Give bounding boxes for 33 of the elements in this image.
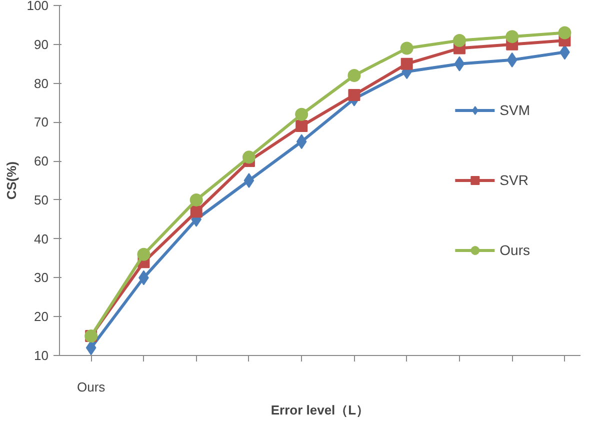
y-axis-title: CS(%)	[4, 161, 19, 200]
point	[295, 108, 308, 121]
point	[296, 120, 308, 132]
y-tick-label: 60	[34, 154, 49, 169]
point	[190, 193, 203, 206]
point	[454, 56, 465, 72]
point	[86, 340, 96, 356]
y-tick-label: 90	[34, 36, 49, 52]
point	[400, 42, 414, 55]
y-tick-label: 50	[34, 192, 49, 208]
point	[348, 69, 361, 82]
x-axis-title: Error level（L）	[270, 402, 370, 418]
point	[506, 52, 518, 68]
legend-label: Ours	[500, 242, 530, 258]
point	[242, 150, 256, 164]
legend-label: SVM	[500, 102, 530, 118]
point	[506, 30, 519, 44]
legend-label: SVR	[500, 172, 528, 188]
point	[400, 58, 413, 70]
point	[137, 248, 150, 261]
y-tick-label: 80	[34, 76, 49, 91]
point	[558, 26, 572, 40]
y-tick-label: 20	[34, 309, 49, 324]
point	[452, 34, 466, 47]
y-tick-label: 10	[34, 348, 49, 363]
point	[244, 173, 254, 188]
point	[190, 206, 202, 218]
y-tick-label: 100	[26, 0, 49, 13]
point	[296, 134, 307, 150]
y-tick-label: 40	[34, 231, 49, 246]
y-tick-label: 70	[34, 114, 49, 130]
y-tick-label: 30	[34, 270, 49, 286]
point	[348, 88, 360, 101]
